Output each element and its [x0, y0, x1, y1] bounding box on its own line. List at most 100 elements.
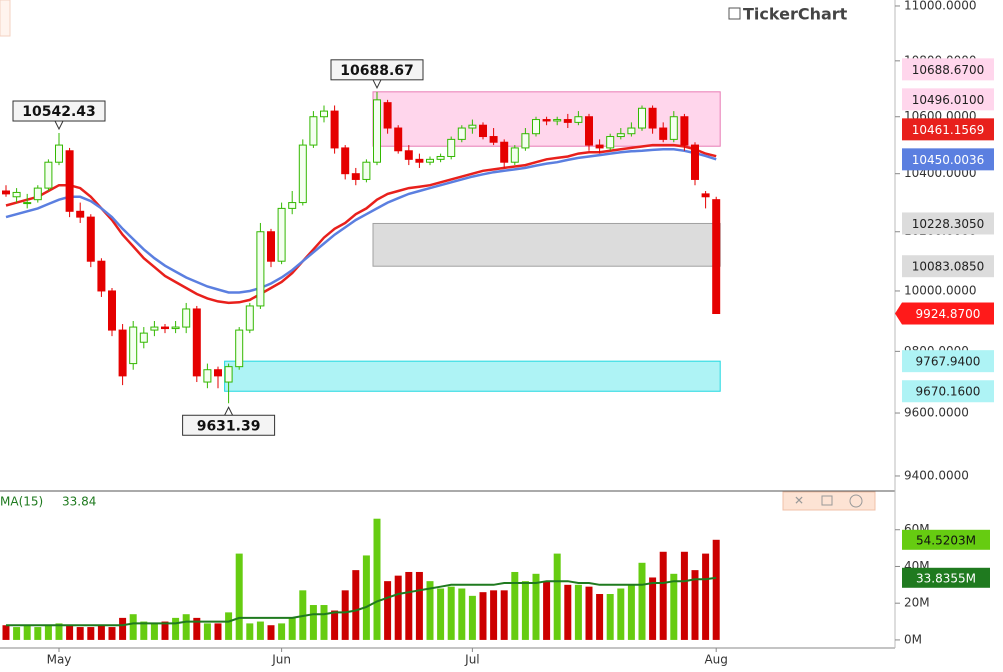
volume-bar [76, 627, 84, 640]
volume-tag [902, 529, 990, 550]
volume-bar [214, 623, 222, 640]
volume-bar [468, 595, 476, 640]
candle-body [351, 173, 360, 180]
volume-bar [447, 586, 455, 640]
candle-body [595, 144, 604, 149]
settings-button[interactable] [849, 494, 863, 508]
volume-tag [902, 567, 990, 588]
volume-bar [479, 592, 487, 640]
volume-bar [23, 625, 31, 640]
candle-body [245, 305, 254, 331]
candle-body [627, 127, 636, 135]
volume-bar [55, 623, 63, 640]
candle-body [532, 119, 540, 135]
price-tag [902, 58, 994, 81]
candle-body [161, 326, 169, 330]
volume-tag-label: 33.8355M [916, 571, 976, 585]
price-tag-label: 10461.1569 [912, 123, 985, 137]
y-tick-label: 9600.0000 [904, 406, 969, 420]
volume-tick-label: 20M [904, 596, 930, 610]
price-tag-label: 10496.0100 [912, 93, 985, 107]
candle-body [33, 187, 42, 201]
volume-ma-value: 33.84 [62, 495, 96, 509]
candle-body [214, 369, 222, 377]
annotation-box [12, 100, 106, 122]
volume-bar [659, 551, 667, 640]
price-tag-label: 10450.0036 [912, 153, 985, 167]
volume-bar [649, 577, 657, 640]
volume-bar [405, 571, 413, 640]
candle-body [203, 369, 212, 383]
volume-bar [256, 621, 264, 640]
volume-bar [574, 584, 582, 640]
candle-body [182, 308, 191, 328]
volume-bar [341, 590, 349, 640]
candle-body [436, 155, 445, 160]
price-tag [902, 118, 994, 141]
price-tag [902, 212, 994, 235]
volume-bar [129, 614, 137, 640]
x-tick-label: Jun [271, 653, 291, 667]
annotation-box [182, 414, 276, 436]
candle-body [65, 150, 74, 212]
volume-bar [193, 617, 201, 640]
volume-bar [426, 581, 434, 640]
candle-body [235, 329, 244, 368]
candle-body [638, 107, 646, 129]
volume-bar [44, 625, 52, 640]
candle-body [394, 127, 403, 152]
annotation-pointer [54, 120, 64, 131]
candle-body [12, 191, 21, 198]
volume-bar [543, 581, 551, 640]
volume-bar [617, 588, 625, 640]
volume-bar [394, 575, 402, 640]
volume-bar [352, 570, 360, 640]
close-button[interactable]: ✕ [794, 494, 804, 508]
volume-bar [500, 590, 508, 640]
candle-body [44, 161, 53, 189]
volume-tag-label: 54.5203M [916, 533, 976, 547]
volume-bar [140, 621, 148, 640]
candle-body [712, 199, 721, 315]
candle-body [150, 326, 159, 331]
price-tag [902, 380, 994, 403]
volume-tick-label: 0M [904, 632, 922, 646]
volume-bar [161, 621, 169, 640]
candle-body [129, 326, 138, 365]
volume-bar [278, 623, 286, 640]
candle-body [256, 231, 265, 307]
volume-bar [13, 627, 21, 640]
candle-body [23, 202, 32, 205]
candle-body [383, 102, 392, 129]
volume-bar [415, 571, 423, 640]
candle-body [97, 260, 106, 292]
y-tick-label: 10000.0000 [904, 283, 977, 297]
moving-average [5, 148, 717, 294]
volume-bar [235, 553, 243, 640]
price-tag-label: 10228.3050 [912, 217, 985, 231]
annotation-label: 9631.39 [197, 418, 261, 434]
candle-body [415, 158, 424, 163]
volume-bar [246, 623, 254, 640]
panel-buttons: ✕ [782, 491, 876, 511]
volume-bar [638, 562, 646, 640]
candle-body [341, 147, 350, 175]
price-tag [902, 302, 994, 325]
brand: TickerChart [743, 5, 848, 24]
volume-bar [119, 617, 127, 640]
volume-bar [606, 594, 614, 640]
candle-body [76, 210, 85, 218]
volume-bar [521, 581, 529, 640]
volume-bar [362, 555, 370, 640]
candle-body [680, 116, 689, 146]
maximize-button[interactable] [821, 495, 833, 506]
volume-bar [182, 614, 190, 640]
volume-ma-line [6, 576, 717, 627]
x-tick-label: May [47, 653, 72, 667]
candle-body [362, 161, 371, 180]
x-tick-label: Jul [464, 653, 479, 667]
y-tick-label: 9400.0000 [904, 468, 969, 482]
volume-bar [320, 605, 328, 640]
candle-body [521, 133, 530, 149]
